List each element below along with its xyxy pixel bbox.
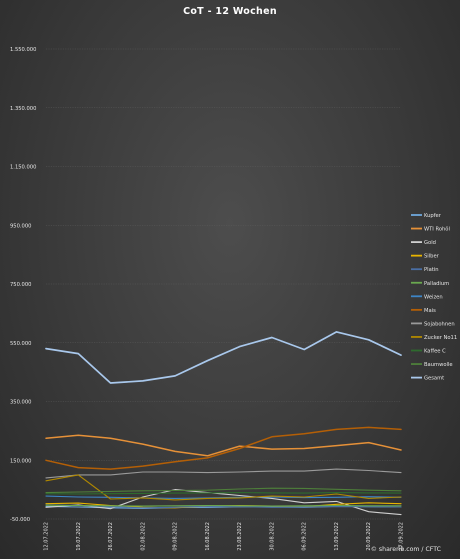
x-tick-label: 12.07.2022 bbox=[44, 522, 50, 551]
legend-label-wti-roh-l: WTI Rohöl bbox=[424, 227, 450, 233]
y-tick-label: 950.000 bbox=[10, 223, 31, 229]
legend-label-sojabohnen: Sojabohnen bbox=[424, 321, 455, 327]
series-line-gold bbox=[45, 489, 402, 516]
y-axis-ticks: -50.000 150.000 350.000 550.000 750.000 950.0… bbox=[10, 47, 36, 523]
x-tick-label: 27.09.2022 bbox=[399, 522, 405, 551]
x-tick-label: 20.09.2022 bbox=[366, 522, 372, 551]
series-line-wti-roh-l bbox=[45, 434, 402, 457]
series-line-sojabohnen bbox=[45, 468, 402, 479]
legend-label-zucker-no11: Zucker No11 bbox=[424, 335, 457, 341]
gridlines bbox=[46, 48, 401, 520]
x-tick-label: 06.09.2022 bbox=[302, 522, 308, 551]
legend: Kupfer WTI Rohöl Gold Silber Platin Palladium… bbox=[411, 213, 457, 382]
y-tick-label: 150.000 bbox=[10, 458, 31, 464]
legend-label-mais: Mais bbox=[424, 308, 436, 314]
series-line-palladium bbox=[45, 504, 402, 507]
legend-label-platin: Platin bbox=[424, 267, 439, 273]
series-line-gesamt bbox=[45, 331, 402, 384]
x-tick-label: 02.08.2022 bbox=[140, 522, 146, 551]
series-line-zucker-no11 bbox=[45, 474, 402, 501]
x-tick-label: 26.07.2022 bbox=[108, 522, 114, 551]
y-tick-label: -50.000 bbox=[10, 517, 30, 523]
y-tick-label: 350.000 bbox=[10, 400, 31, 406]
credit-text: © sharerib.com / CFTC bbox=[371, 545, 441, 553]
x-tick-label: 09.08.2022 bbox=[173, 522, 179, 551]
x-tick-label: 23.08.2022 bbox=[237, 522, 243, 551]
x-axis-ticks: 12.07.2022 19.07.2022 26.07.2022 02.08.2022… bbox=[44, 522, 405, 551]
series-line-platin bbox=[45, 504, 402, 509]
series-lines bbox=[45, 331, 402, 516]
y-tick-label: 1.150.000 bbox=[10, 165, 36, 171]
y-tick-label: 1.350.000 bbox=[10, 106, 36, 112]
legend-label-kaffee-c: Kaffee C bbox=[424, 349, 446, 355]
series-line-baumwolle bbox=[45, 487, 402, 494]
y-tick-label: 750.000 bbox=[10, 282, 31, 288]
x-tick-label: 16.08.2022 bbox=[205, 522, 211, 551]
x-tick-label: 19.07.2022 bbox=[76, 522, 82, 551]
legend-label-palladium: Palladium bbox=[424, 281, 449, 287]
y-tick-label: 550.000 bbox=[10, 341, 31, 347]
legend-label-baumwolle: Baumwolle bbox=[424, 362, 453, 368]
legend-label-weizen: Weizen bbox=[424, 294, 443, 300]
legend-label-silber: Silber bbox=[424, 254, 440, 260]
legend-label-kupfer: Kupfer bbox=[424, 213, 442, 219]
series-line-mais bbox=[45, 426, 402, 470]
chart-title: CoT - 12 Wochen bbox=[183, 6, 277, 17]
series-line-kaffee-c bbox=[45, 492, 402, 495]
y-tick-label: 1.550.000 bbox=[10, 47, 36, 53]
x-tick-label: 30.08.2022 bbox=[269, 522, 275, 551]
x-tick-label: 13.09.2022 bbox=[334, 522, 340, 551]
legend-label-gold: Gold bbox=[424, 240, 436, 246]
legend-label-gesamt: Gesamt bbox=[424, 376, 444, 382]
